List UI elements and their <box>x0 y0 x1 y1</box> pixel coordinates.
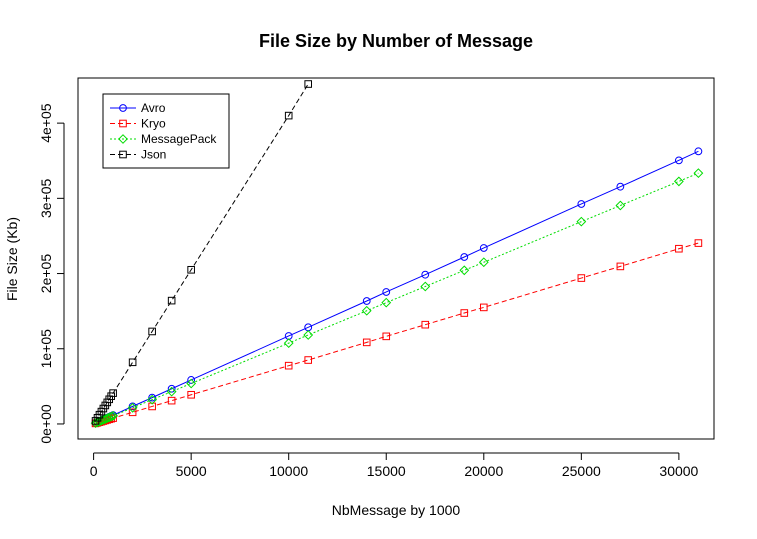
data-point <box>304 80 313 88</box>
data-point <box>187 390 195 399</box>
series-line <box>95 150 699 424</box>
data-point <box>459 265 470 276</box>
x-axis: 0 5000 10000 15000 20000 25000 30000 <box>90 452 699 479</box>
series-layer <box>90 80 704 429</box>
data-point <box>362 297 371 305</box>
data-point <box>694 147 703 156</box>
data-point <box>186 378 197 389</box>
data-point <box>460 253 469 261</box>
legend-label: Json <box>141 148 166 162</box>
data-point <box>479 303 488 312</box>
data-point <box>109 389 117 397</box>
legend-label: Avro <box>141 101 166 115</box>
data-point <box>382 288 391 296</box>
data-point <box>128 358 137 367</box>
series-line <box>95 172 699 424</box>
data-point <box>479 244 488 252</box>
data-point <box>128 408 137 417</box>
series-messagepack <box>90 168 704 429</box>
x-tick-label: 10000 <box>269 463 308 479</box>
data-point <box>108 410 119 421</box>
y-axis-label: File Size (Kb) <box>4 217 20 301</box>
data-point <box>147 394 158 405</box>
x-axis-label: NbMessage by 1000 <box>332 502 461 518</box>
data-point <box>615 200 626 211</box>
data-point <box>694 239 703 247</box>
legend-marker <box>119 104 127 112</box>
x-tick-label: 0 <box>90 463 98 479</box>
x-tick-label: 30000 <box>659 463 698 479</box>
legend-item: Json <box>110 148 166 162</box>
x-tick-label: 20000 <box>464 463 503 479</box>
data-point <box>104 412 115 423</box>
data-point <box>673 176 684 187</box>
data-point <box>148 393 157 402</box>
data-point <box>167 384 176 393</box>
data-point <box>362 338 371 347</box>
data-point <box>284 361 293 370</box>
data-point <box>616 182 625 191</box>
data-point <box>421 270 430 279</box>
data-point <box>148 327 156 336</box>
data-point <box>166 386 177 397</box>
x-tick-label: 5000 <box>176 463 207 479</box>
chart-title: File Size by Number of Message <box>259 31 533 51</box>
series-line <box>95 83 309 422</box>
y-tick-label: 4e+05 <box>38 103 54 143</box>
data-point <box>460 309 469 317</box>
data-point <box>675 244 683 253</box>
data-point <box>577 274 586 282</box>
data-point <box>420 281 431 292</box>
legend-label: MessagePack <box>141 132 217 146</box>
series-line <box>95 242 699 424</box>
data-point <box>187 376 196 384</box>
data-point <box>106 411 117 422</box>
y-tick-label: 3e+05 <box>38 178 54 218</box>
series-json <box>91 80 313 425</box>
data-point <box>284 111 293 120</box>
data-point <box>148 402 156 411</box>
data-point <box>577 200 586 208</box>
legend-marker <box>119 119 127 128</box>
data-point <box>616 262 625 271</box>
y-tick-label: 0e+00 <box>38 404 54 444</box>
data-point <box>381 297 392 308</box>
data-point <box>421 320 430 329</box>
series-kryo <box>91 239 703 428</box>
legend-marker <box>118 134 128 144</box>
legend-label: Kryo <box>141 117 166 131</box>
y-axis: 0e+00 1e+05 2e+05 3e+05 4e+05 <box>38 103 65 444</box>
legend-item: Kryo <box>110 117 166 131</box>
data-point <box>674 156 683 165</box>
data-point <box>478 257 489 268</box>
data-point <box>187 265 195 274</box>
data-point <box>127 402 138 413</box>
data-point <box>167 396 176 405</box>
data-point <box>576 216 587 227</box>
plot-box <box>77 77 715 440</box>
data-point <box>382 332 391 341</box>
data-point <box>361 305 372 316</box>
series-avro <box>91 147 703 427</box>
x-tick-label: 15000 <box>367 463 406 479</box>
legend-item: Avro <box>110 101 166 115</box>
legend-box <box>102 93 230 169</box>
data-point <box>167 296 176 305</box>
y-tick-label: 2e+05 <box>38 254 54 294</box>
data-point <box>304 356 313 364</box>
legend-item: MessagePack <box>110 132 217 146</box>
data-point <box>303 330 314 340</box>
data-point <box>283 338 294 349</box>
y-tick-label: 1e+05 <box>38 329 54 369</box>
data-point <box>693 168 704 179</box>
legend-marker <box>119 150 127 159</box>
x-tick-label: 25000 <box>562 463 601 479</box>
